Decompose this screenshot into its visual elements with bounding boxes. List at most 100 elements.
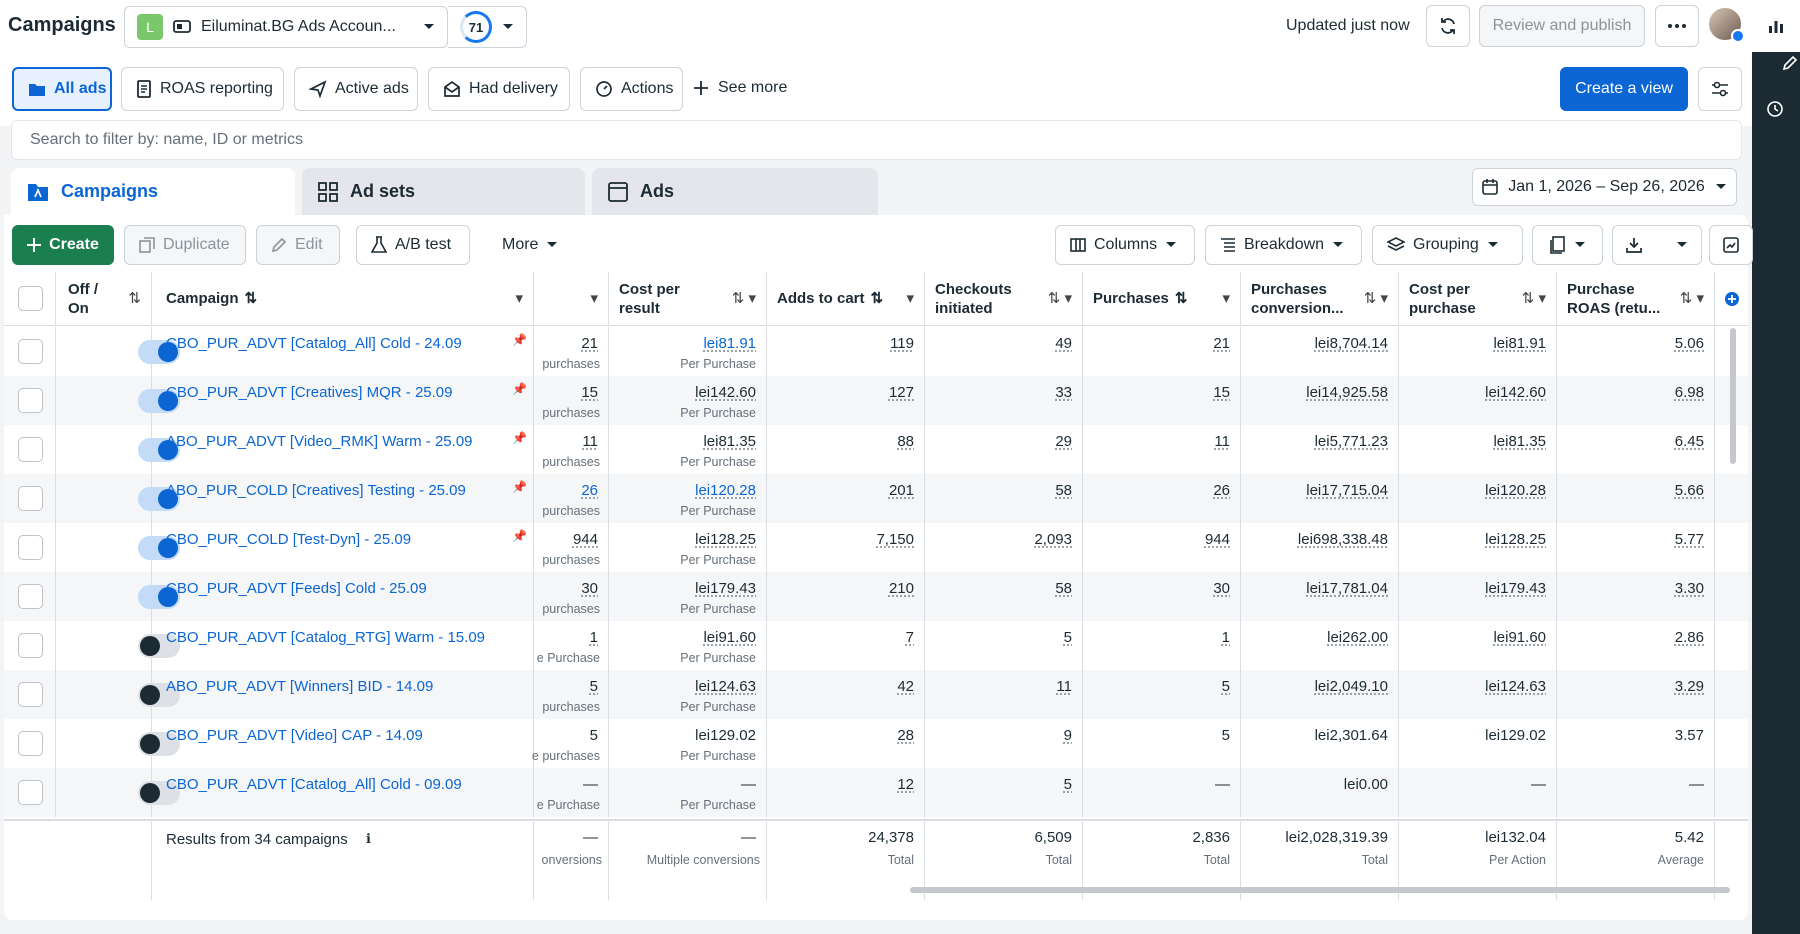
campaign-name-link[interactable]: ABO_PUR_ADVT [Video_RMK] Warm - 25.09 — [166, 433, 473, 450]
metric-value[interactable]: 58 — [1055, 580, 1072, 597]
metric-value[interactable]: lei2,301.64 — [1314, 727, 1388, 744]
metric-value[interactable]: 58 — [1055, 482, 1072, 499]
metric-value[interactable]: — — [1689, 776, 1704, 793]
columns-dropdown[interactable]: Columns — [1055, 225, 1195, 265]
delivery-toggle[interactable] — [138, 438, 180, 462]
header-cost-per-purchase[interactable]: Cost per purchase ⇅ ▾ — [1399, 272, 1557, 326]
refresh-button[interactable] — [1426, 5, 1470, 47]
table-row[interactable]: CBO_PUR_COLD [Test-Dyn] - 25.09 📌 944 purch… — [4, 523, 1748, 572]
more-options-button[interactable] — [1655, 5, 1699, 47]
metric-value[interactable]: 11 — [1214, 433, 1230, 450]
metric-value[interactable]: lei128.25 — [1485, 531, 1546, 548]
view-active-ads[interactable]: Active ads — [294, 67, 418, 111]
row-checkbox[interactable] — [18, 633, 43, 658]
header-results[interactable]: ▾ — [534, 272, 609, 326]
campaign-name-link[interactable]: CBO_PUR_ADVT [Catalog_RTG] Warm - 15.09 — [166, 629, 485, 646]
metric-value[interactable]: lei179.43 — [1485, 580, 1546, 597]
metric-value[interactable]: 26 — [581, 482, 598, 499]
row-checkbox[interactable] — [18, 535, 43, 560]
metric-value[interactable]: 5.06 — [1674, 335, 1704, 352]
metric-value[interactable]: 15 — [581, 384, 598, 401]
horizontal-scrollbar[interactable] — [910, 887, 1730, 893]
metric-value[interactable]: — — [741, 776, 756, 793]
select-all-checkbox[interactable] — [18, 286, 43, 311]
campaign-name-link[interactable]: CBO_PUR_ADVT [Creatives] MQR - 25.09 — [166, 384, 453, 401]
metric-value[interactable]: 1 — [1221, 629, 1230, 646]
add-column-button[interactable] — [1715, 272, 1748, 326]
export-dropdown[interactable] — [1612, 225, 1702, 265]
header-purchase-conversion[interactable]: Purchases conversion... ⇅ ▾ — [1241, 272, 1399, 326]
view-actions[interactable]: Actions — [580, 67, 683, 111]
row-checkbox[interactable] — [18, 731, 43, 756]
metric-value[interactable]: 11 — [1056, 678, 1072, 695]
table-row[interactable]: CBO_PUR_ADVT [Catalog_All] Cold - 09.09 —… — [4, 768, 1748, 817]
metric-value[interactable]: 2.86 — [1674, 629, 1704, 646]
metric-value[interactable]: 12 — [897, 776, 914, 793]
metric-value[interactable]: 6.45 — [1674, 433, 1704, 450]
table-row[interactable]: ABO_PUR_ADVT [Video_RMK] Warm - 25.09 📌 11… — [4, 425, 1748, 474]
metric-value[interactable]: 42 — [897, 678, 914, 695]
column-menu-icon[interactable]: ▾ — [1222, 290, 1230, 307]
metric-value[interactable]: lei17,781.04 — [1306, 580, 1388, 597]
metric-value[interactable]: lei120.28 — [1485, 482, 1546, 499]
column-menu-icon[interactable]: ▾ — [906, 290, 914, 307]
campaign-name-link[interactable]: ABO_PUR_COLD [Creatives] Testing - 25.09 — [166, 482, 466, 499]
date-range-picker[interactable]: Jan 1, 2026 – Sep 26, 2026 — [1472, 168, 1737, 206]
metric-value[interactable]: 5 — [1221, 727, 1230, 744]
header-purchase-roas[interactable]: Purchase ROAS (retu... ⇅ ▾ — [1557, 272, 1715, 326]
metric-value[interactable]: lei91.60 — [703, 629, 756, 646]
tab-ads[interactable]: Ads — [592, 168, 878, 215]
metric-value[interactable]: 29 — [1055, 433, 1072, 450]
header-adds-to-cart[interactable]: Adds to cart ⇅ ▾ — [767, 272, 925, 326]
table-row[interactable]: ABO_PUR_COLD [Creatives] Testing - 25.09… — [4, 474, 1748, 523]
metric-value[interactable]: 88 — [897, 433, 914, 450]
metric-value[interactable]: lei120.28 — [695, 482, 756, 499]
row-checkbox[interactable] — [18, 388, 43, 413]
metric-value[interactable]: lei124.63 — [1485, 678, 1546, 695]
table-row[interactable]: CBO_PUR_ADVT [Creatives] MQR - 25.09 📌 15 p… — [4, 376, 1748, 425]
avatar[interactable] — [1707, 6, 1745, 43]
metric-value[interactable]: 5 — [589, 678, 598, 695]
metric-value[interactable]: 3.57 — [1674, 727, 1704, 744]
metric-value[interactable]: 9 — [1063, 727, 1072, 744]
metric-value[interactable]: lei262.00 — [1327, 629, 1388, 646]
header-checkouts[interactable]: Checkouts initiated ⇅ ▾ — [925, 272, 1083, 326]
metric-value[interactable]: lei179.43 — [695, 580, 756, 597]
metric-value[interactable]: 11 — [582, 433, 598, 450]
search-input[interactable] — [30, 131, 1723, 149]
campaign-name-link[interactable]: CBO_PUR_ADVT [Catalog_All] Cold - 24.09 — [166, 335, 462, 352]
metric-value[interactable]: 3.29 — [1674, 678, 1704, 695]
column-menu-icon[interactable]: ▾ — [590, 290, 598, 307]
sort-icon[interactable]: ⇅ — [128, 290, 141, 307]
metric-value[interactable]: 30 — [1213, 580, 1230, 597]
metric-value[interactable]: 26 — [1213, 482, 1230, 499]
table-row[interactable]: CBO_PUR_ADVT [Catalog_RTG] Warm - 15.09 1… — [4, 621, 1748, 670]
delivery-toggle[interactable] — [138, 634, 180, 658]
delivery-toggle[interactable] — [138, 340, 180, 364]
chart-view-button[interactable] — [1709, 225, 1753, 265]
metric-value[interactable]: — — [1215, 776, 1230, 793]
metric-value[interactable]: lei81.35 — [1493, 433, 1546, 450]
metric-value[interactable]: lei81.91 — [1493, 335, 1546, 352]
sort-icon[interactable]: ⇅ ▾ — [731, 290, 756, 307]
metric-value[interactable]: 21 — [581, 335, 598, 352]
view-settings-button[interactable] — [1698, 67, 1742, 111]
metric-value[interactable]: lei8,704.14 — [1314, 335, 1388, 352]
table-row[interactable]: CBO_PUR_ADVT [Catalog_All] Cold - 24.09 📌… — [4, 327, 1748, 376]
delivery-toggle[interactable] — [138, 487, 180, 511]
metric-value[interactable]: lei142.60 — [1485, 384, 1546, 401]
metric-value[interactable]: — — [583, 776, 598, 793]
delivery-toggle[interactable] — [138, 585, 180, 609]
view-all-ads[interactable]: All ads — [12, 67, 112, 111]
metric-value[interactable]: 119 — [890, 335, 914, 352]
pin-icon[interactable]: 📌 — [512, 382, 527, 396]
pin-icon[interactable]: 📌 — [512, 333, 527, 347]
pin-icon[interactable]: 📌 — [512, 480, 527, 494]
tab-campaigns[interactable]: Campaigns — [11, 168, 295, 215]
rail-chart-button[interactable] — [1752, 0, 1800, 52]
campaign-name-link[interactable]: CBO_PUR_ADVT [Feeds] Cold - 25.09 — [166, 580, 427, 597]
metric-value[interactable]: lei142.60 — [695, 384, 756, 401]
header-campaign[interactable]: Campaign ⇅ ▾ — [152, 272, 534, 326]
metric-value[interactable]: 944 — [1204, 531, 1230, 548]
sort-icon[interactable]: ⇅ ▾ — [1047, 290, 1072, 307]
